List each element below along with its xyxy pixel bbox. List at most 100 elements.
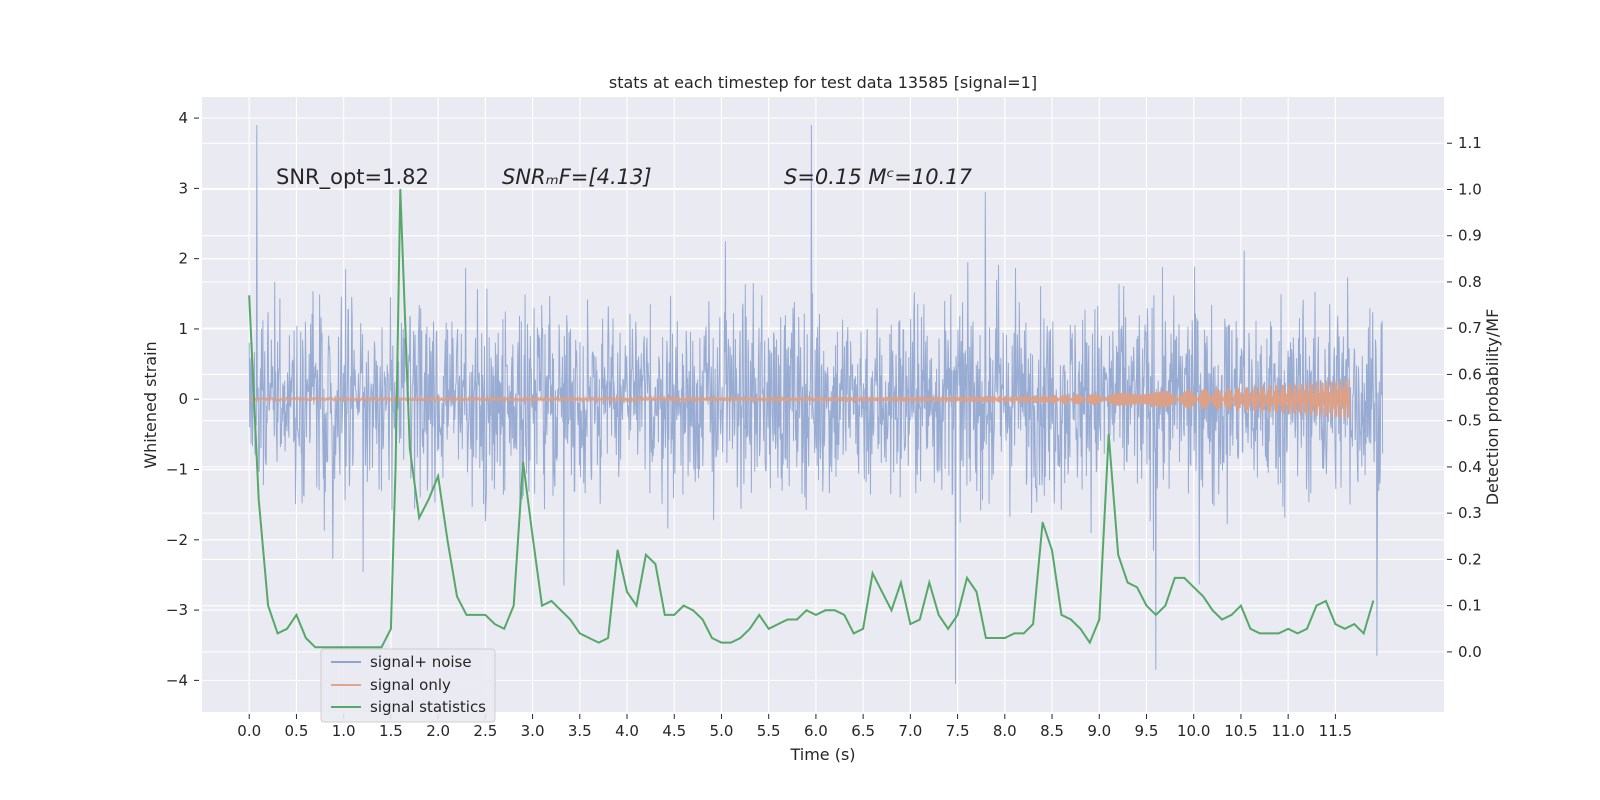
x-tick-label: 6.0 bbox=[804, 722, 828, 740]
signal-statistics-point bbox=[1249, 628, 1252, 630]
y-tick-label: 1 bbox=[178, 320, 188, 338]
signal-statistics-point bbox=[465, 614, 468, 616]
x-tick-label: 6.5 bbox=[851, 722, 875, 740]
signal-statistics-point bbox=[1004, 637, 1006, 639]
x-axis-label: Time (s) bbox=[789, 745, 855, 764]
signal-statistics-point bbox=[805, 609, 808, 612]
y2-tick-label: 0.1 bbox=[1458, 597, 1482, 615]
x-tick-label: 0.0 bbox=[237, 722, 261, 740]
signal-statistics-point bbox=[975, 591, 978, 593]
signal-statistics-point bbox=[456, 595, 458, 598]
signal-statistics-point bbox=[1306, 628, 1308, 630]
signal-statistics-point bbox=[512, 604, 515, 607]
y-tick-label: 2 bbox=[178, 250, 188, 268]
x-tick-label: 10.0 bbox=[1177, 722, 1210, 740]
x-tick-label: 5.0 bbox=[710, 722, 734, 740]
signal-statistics-point bbox=[834, 609, 836, 612]
signal-statistics-point bbox=[380, 646, 383, 649]
y2-tick-label: 0.3 bbox=[1458, 504, 1482, 522]
signal-statistics-point bbox=[824, 609, 827, 612]
signal-statistics-point bbox=[994, 637, 997, 639]
signal-statistics-point bbox=[409, 447, 411, 450]
signal-statistics-point bbox=[352, 646, 354, 649]
legend-box bbox=[320, 648, 496, 723]
signal-statistics-point bbox=[862, 628, 864, 630]
signal-statistics-point bbox=[248, 295, 250, 297]
signal-statistics-point bbox=[494, 623, 496, 625]
signal-statistics-point bbox=[1107, 433, 1110, 436]
x-tick-label: 3.5 bbox=[568, 722, 592, 740]
signal-statistics-point bbox=[484, 614, 487, 616]
x-tick-label: 2.0 bbox=[426, 722, 450, 740]
x-tick-label: 8.5 bbox=[1040, 722, 1064, 740]
signal-statistics-point bbox=[928, 581, 931, 584]
y-tick-label: −3 bbox=[166, 601, 188, 619]
signal-statistics-point bbox=[1164, 604, 1167, 607]
signal-statistics-point bbox=[1041, 521, 1044, 524]
y-tick-label: −2 bbox=[166, 531, 188, 549]
x-axis-ticks: 0.0 0.5 1.0 1.5 2.0 2.5 3.0 3.5 4.0 4.5 5.0 5.5 6.0 6… bbox=[237, 714, 1352, 740]
y2-axis-ticks: 0.0 0.1 0.2 0.3 0.4 0.5 0.6 0.7 0.8 0.9 1.0 1.1 bbox=[1447, 134, 1482, 661]
x-tick-label: 2.5 bbox=[473, 722, 497, 740]
signal-statistics-point bbox=[1098, 618, 1101, 621]
y2-tick-label: 0.7 bbox=[1458, 319, 1482, 337]
signal-statistics-point bbox=[314, 646, 317, 649]
signal-statistics-point bbox=[342, 646, 345, 649]
signal-statistics-point bbox=[758, 614, 760, 616]
y2-tick-label: 0.9 bbox=[1458, 227, 1482, 245]
signal-statistics-point bbox=[550, 600, 553, 602]
signal-statistics-point bbox=[1145, 604, 1148, 607]
signal-statistics-point bbox=[305, 637, 307, 639]
signal-statistics-point bbox=[966, 577, 968, 579]
signal-statistics-point bbox=[720, 641, 723, 644]
x-tick-label: 11.5 bbox=[1319, 722, 1352, 740]
y2-tick-label: 0.5 bbox=[1458, 412, 1482, 430]
signal-statistics-point bbox=[701, 618, 704, 621]
signal-statistics-point bbox=[730, 641, 732, 644]
x-tick-label: 5.5 bbox=[757, 722, 781, 740]
signal-statistics-point bbox=[394, 466, 397, 468]
x-tick-label: 7.5 bbox=[946, 722, 970, 740]
signal-statistics-point bbox=[1334, 623, 1337, 625]
y-tick-label: −4 bbox=[166, 671, 188, 689]
y2-tick-label: 0.0 bbox=[1458, 643, 1482, 661]
x-tick-label: 11.0 bbox=[1271, 722, 1304, 740]
signal-statistics-point bbox=[390, 628, 392, 630]
signal-statistics-point bbox=[286, 628, 288, 630]
y2-tick-label: 0.4 bbox=[1458, 458, 1482, 476]
y2-tick-label: 1.1 bbox=[1458, 134, 1482, 152]
signal-statistics-point bbox=[541, 604, 543, 607]
signal-statistics-point bbox=[1259, 632, 1261, 635]
signal-statistics-point bbox=[1362, 632, 1365, 635]
signal-statistics-point bbox=[881, 591, 883, 593]
signal-statistics-point bbox=[852, 632, 855, 635]
signal-statistics-point bbox=[1051, 549, 1053, 551]
signal-statistics-point bbox=[1126, 581, 1129, 584]
x-tick-label: 4.5 bbox=[662, 722, 686, 740]
signal-statistics-point bbox=[1240, 604, 1242, 607]
signal-statistics-point bbox=[937, 614, 940, 616]
signal-statistics-point bbox=[371, 646, 373, 649]
x-tick-label: 0.5 bbox=[285, 722, 309, 740]
signal-statistics-point bbox=[777, 623, 779, 625]
x-tick-label: 9.5 bbox=[1135, 722, 1159, 740]
signal-statistics-point bbox=[427, 498, 430, 501]
y-tick-label: 0 bbox=[178, 390, 188, 408]
signal-statistics-point bbox=[815, 614, 817, 616]
signal-statistics-point bbox=[645, 554, 647, 556]
signal-statistics-point bbox=[956, 614, 959, 616]
signal-statistics-point bbox=[1325, 600, 1327, 602]
signal-statistics-point bbox=[692, 609, 694, 612]
annotation-snr-opt: SNR_opt=1.82 bbox=[276, 165, 429, 190]
signal-statistics-point bbox=[767, 628, 770, 630]
signal-statistics-point bbox=[1315, 604, 1318, 607]
signal-statistics-point bbox=[1211, 609, 1214, 612]
signal-statistics-point bbox=[843, 614, 846, 616]
x-tick-label: 7.0 bbox=[898, 722, 922, 740]
signal-statistics-point bbox=[1344, 628, 1346, 630]
signal-statistics-point bbox=[399, 188, 402, 191]
signal-statistics-point bbox=[569, 618, 572, 621]
signal-statistics-point bbox=[900, 581, 902, 584]
signal-statistics-point bbox=[1221, 618, 1223, 621]
signal-statistics-point bbox=[361, 646, 364, 649]
